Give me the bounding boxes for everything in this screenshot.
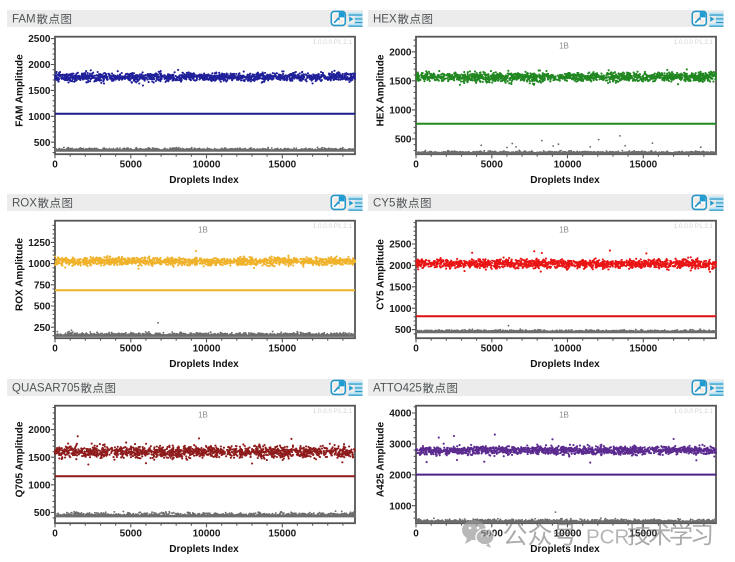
svg-text:10000: 10000 — [554, 344, 582, 355]
svg-text:10000: 10000 — [193, 344, 221, 355]
svg-text:1.0.0.0 P1.2.1: 1.0.0.0 P1.2.1 — [674, 408, 714, 415]
svg-text:2000: 2000 — [28, 60, 51, 71]
svg-text:Droplets Index: Droplets Index — [169, 175, 239, 186]
svg-text:1B: 1B — [198, 226, 208, 235]
svg-text:2000: 2000 — [389, 47, 412, 58]
svg-text:500: 500 — [395, 325, 412, 336]
svg-text:PCR: PCR — [586, 525, 629, 548]
svg-text:FAM: FAM — [12, 13, 36, 25]
svg-text:HEX Amplitude: HEX Amplitude — [376, 54, 387, 126]
svg-text:Q705 Amplitude: Q705 Amplitude — [15, 421, 26, 497]
svg-text:500: 500 — [34, 137, 51, 148]
svg-text:3000: 3000 — [389, 440, 412, 451]
svg-text:1500: 1500 — [389, 76, 412, 87]
svg-text:2500: 2500 — [389, 240, 412, 251]
svg-text:1B: 1B — [559, 226, 569, 235]
svg-text:15000: 15000 — [629, 529, 657, 540]
svg-text:2000: 2000 — [28, 425, 51, 436]
svg-text:1000: 1000 — [389, 501, 412, 512]
svg-text:0: 0 — [413, 344, 419, 355]
svg-text:1B: 1B — [198, 411, 208, 420]
svg-text:500: 500 — [34, 302, 51, 313]
svg-text:15000: 15000 — [268, 529, 296, 540]
svg-text:10000: 10000 — [193, 529, 221, 540]
svg-text:10000: 10000 — [554, 159, 582, 170]
svg-text:500: 500 — [34, 508, 51, 519]
svg-text:1.0.0.0 P1.2.1: 1.0.0.0 P1.2.1 — [674, 223, 714, 230]
svg-text:0: 0 — [52, 159, 58, 170]
svg-text:0: 0 — [413, 159, 419, 170]
svg-text:5000: 5000 — [481, 344, 504, 355]
svg-text:15000: 15000 — [629, 159, 657, 170]
svg-text:ATTO425: ATTO425 — [373, 383, 422, 395]
svg-text:QUASAR705: QUASAR705 — [12, 383, 80, 395]
svg-text:0: 0 — [413, 529, 419, 540]
svg-text:15000: 15000 — [268, 344, 296, 355]
svg-text:1000: 1000 — [28, 481, 51, 492]
svg-text:1000: 1000 — [28, 259, 51, 270]
svg-text:15000: 15000 — [268, 159, 296, 170]
svg-text:CY5: CY5 — [373, 198, 395, 210]
svg-text:ROX Amplitude: ROX Amplitude — [15, 238, 26, 311]
svg-text:5000: 5000 — [120, 529, 143, 540]
svg-text:250: 250 — [34, 323, 51, 334]
svg-text:1500: 1500 — [28, 86, 51, 97]
svg-text:Droplets Index: Droplets Index — [530, 544, 600, 555]
svg-text:Droplets Index: Droplets Index — [169, 359, 239, 370]
svg-text:Droplets Index: Droplets Index — [530, 175, 600, 186]
svg-text:Droplets Index: Droplets Index — [530, 359, 600, 370]
svg-text:15000: 15000 — [629, 344, 657, 355]
svg-text:ROX: ROX — [12, 198, 37, 210]
svg-text:1B: 1B — [559, 41, 569, 50]
svg-text:Droplets Index: Droplets Index — [169, 544, 239, 555]
svg-text:1B: 1B — [559, 411, 569, 420]
svg-text:1250: 1250 — [28, 238, 51, 249]
svg-text:1500: 1500 — [389, 283, 412, 294]
svg-text:FAM Amplitude: FAM Amplitude — [15, 53, 26, 126]
svg-text:1000: 1000 — [28, 111, 51, 122]
svg-text:HEX: HEX — [373, 13, 397, 25]
svg-text:CY5 Amplitude: CY5 Amplitude — [376, 239, 387, 310]
svg-text:A425 Amplitude: A425 Amplitude — [376, 422, 387, 498]
svg-text:0: 0 — [52, 529, 58, 540]
svg-text:10000: 10000 — [193, 159, 221, 170]
svg-text:10000: 10000 — [554, 529, 582, 540]
svg-text:4000: 4000 — [389, 409, 412, 420]
svg-text:1000: 1000 — [389, 105, 412, 116]
svg-text:1.0.0.0 P1.2.1: 1.0.0.0 P1.2.1 — [313, 39, 353, 46]
svg-text:2000: 2000 — [389, 261, 412, 272]
svg-text:500: 500 — [395, 134, 412, 145]
svg-text:0: 0 — [52, 344, 58, 355]
svg-text:1000: 1000 — [389, 304, 412, 315]
svg-text:5000: 5000 — [481, 159, 504, 170]
svg-text:5000: 5000 — [120, 344, 143, 355]
svg-text:2000: 2000 — [389, 471, 412, 482]
svg-text:1.0.0.0 P1.2.1: 1.0.0.0 P1.2.1 — [313, 223, 353, 230]
svg-text:1.0.0.0 P1.2.1: 1.0.0.0 P1.2.1 — [674, 39, 714, 46]
svg-text:1500: 1500 — [28, 453, 51, 464]
svg-text:1.0.0.0 P1.2.1: 1.0.0.0 P1.2.1 — [313, 408, 353, 415]
svg-text:2500: 2500 — [28, 34, 51, 45]
svg-text:5000: 5000 — [120, 159, 143, 170]
svg-text:750: 750 — [34, 281, 51, 292]
